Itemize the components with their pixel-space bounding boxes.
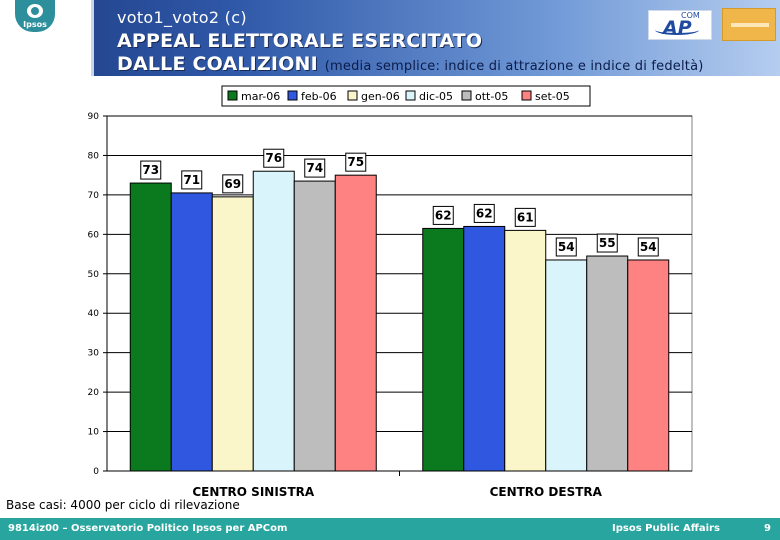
data-label: 74 (306, 161, 323, 175)
bar (504, 229, 547, 472)
question-code: voto1_voto2 (c) (117, 8, 247, 27)
category-label: CENTRO DESTRA (490, 485, 603, 499)
bar (463, 225, 506, 472)
y-tick-label: 10 (88, 428, 100, 438)
bar (545, 259, 588, 472)
partner-logo (722, 8, 776, 41)
slide-footer: 9814iz00 – Osservatorio Politico Ipsos p… (0, 518, 780, 540)
slide-header: Ipsos voto1_voto2 (c) APPEAL ELETTORALE … (0, 0, 780, 76)
footer-source: 9814iz00 – Osservatorio Politico Ipsos p… (8, 523, 288, 534)
bar (627, 259, 670, 472)
data-label-box (514, 207, 536, 227)
data-label: 54 (558, 240, 575, 254)
y-tick-label: 20 (88, 388, 100, 398)
footer-brand: Ipsos Public Affairs (612, 523, 720, 534)
slide-title-line2: DALLE COALIZIONI (media semplice: indice… (117, 53, 704, 75)
data-label: 75 (347, 155, 364, 169)
data-label: 71 (183, 173, 200, 187)
bar (252, 170, 295, 472)
slide-title-line2-text: DALLE COALIZIONI (117, 53, 318, 75)
y-tick-label: 0 (93, 467, 99, 477)
legend-label: ott-05 (475, 90, 508, 103)
legend-label: gen-06 (361, 90, 400, 103)
legend-swatch (405, 90, 416, 101)
apcom-logo: AP COM (648, 10, 712, 40)
data-label-box (555, 237, 577, 257)
chart-legend: mar-06 feb-06 gen-06 dic-05 ott-05 set-05 (221, 85, 591, 107)
y-tick-label: 90 (88, 112, 100, 122)
data-label: 62 (435, 208, 452, 222)
slide-title-line1: APPEAL ELETTORALE ESERCITATO (117, 30, 483, 52)
bar-chart: mar-06 feb-06 gen-06 dic-05 ott-05 set-05 0 10… (88, 85, 693, 499)
bar (422, 227, 465, 472)
data-label: 69 (224, 177, 241, 191)
legend-swatch (227, 90, 238, 101)
apcom-logo-text: AP (663, 17, 692, 39)
y-tick-label: 30 (88, 349, 100, 359)
y-tick-label: 50 (88, 270, 100, 280)
data-label: 54 (640, 240, 657, 254)
bar (293, 180, 336, 472)
data-label-box (637, 237, 659, 257)
data-label-box (473, 203, 495, 223)
data-label-box (432, 205, 454, 225)
legend-swatch (347, 90, 358, 101)
plot-area: 0 10 20 30 40 50 60 70 80 90 73 71 69 76 74 75 CENTRO SI… (88, 112, 693, 499)
ipsos-logo-text: Ipsos (23, 20, 47, 29)
category-label: CENTRO SINISTRA (192, 485, 315, 499)
legend-label: set-05 (535, 90, 570, 103)
y-tick-label: 80 (88, 151, 100, 161)
data-label: 73 (142, 163, 159, 177)
data-label-box (222, 174, 244, 194)
bar (129, 182, 172, 472)
bar (334, 174, 377, 472)
legend-swatch (521, 90, 532, 101)
bar (586, 255, 629, 472)
y-tick-label: 70 (88, 191, 100, 201)
y-tick-label: 40 (88, 309, 100, 319)
legend-label: feb-06 (301, 90, 337, 103)
legend-label: dic-05 (419, 90, 453, 103)
bar (170, 192, 213, 472)
legend-swatch (287, 90, 298, 101)
legend-label: mar-06 (241, 90, 280, 103)
page-number: 9 (764, 523, 771, 534)
data-label-box (263, 148, 285, 168)
data-label: 55 (599, 236, 616, 250)
data-label-box (596, 233, 618, 253)
y-tick-label: 60 (88, 230, 100, 240)
title-note: (media semplice: indice di attrazione e … (324, 59, 704, 74)
logo-panel: Ipsos (0, 0, 94, 76)
data-label-box (140, 160, 162, 180)
data-label: 62 (476, 206, 493, 220)
data-label: 61 (517, 210, 534, 224)
bar (211, 196, 254, 472)
data-label-box (181, 170, 203, 190)
data-label-box (345, 152, 367, 172)
legend-swatch (461, 90, 472, 101)
data-label: 76 (265, 151, 282, 165)
base-note: Base casi: 4000 per ciclo di rilevazione (6, 498, 240, 512)
apcom-logo-sup: COM (681, 11, 700, 20)
data-label-box (304, 158, 326, 178)
ipsos-logo: Ipsos (15, 0, 55, 32)
